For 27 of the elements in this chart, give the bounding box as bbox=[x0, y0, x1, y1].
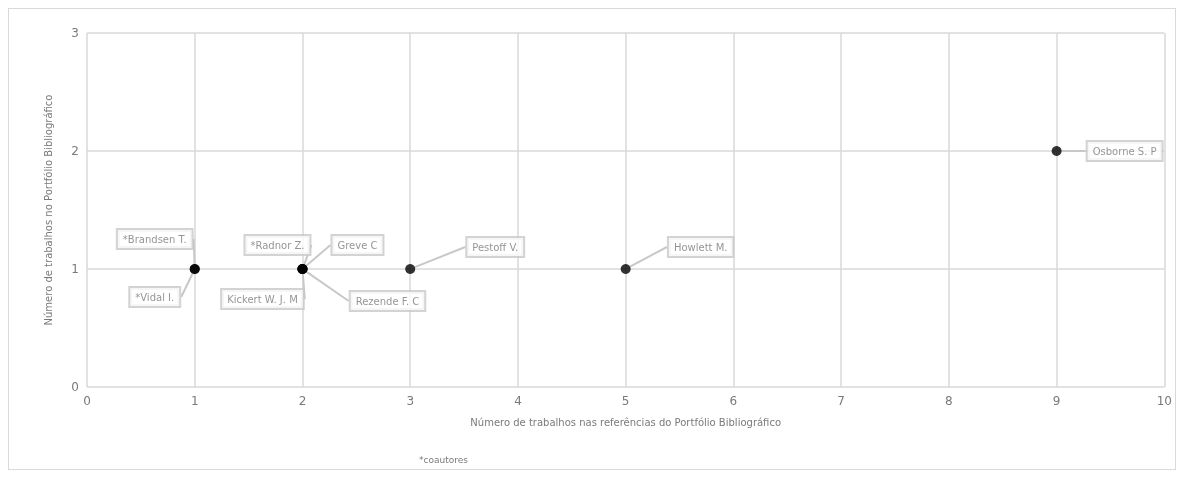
x-tick-label: 7 bbox=[837, 394, 845, 408]
y-tick-label: 3 bbox=[71, 26, 79, 40]
data-label: Greve C bbox=[337, 239, 378, 251]
y-tick-label: 2 bbox=[71, 144, 79, 158]
text: *coautores bbox=[419, 454, 469, 465]
x-tick-label: 9 bbox=[1052, 394, 1061, 408]
x-tick-label: 2 bbox=[298, 394, 307, 408]
data-label: *Vidal I. bbox=[135, 291, 175, 303]
x-tick-label: 4 bbox=[514, 394, 522, 408]
data-label: Pestoff V. bbox=[472, 241, 519, 253]
x-tick-label: 0 bbox=[83, 394, 91, 408]
x-tick-label: 6 bbox=[729, 394, 738, 408]
x-tick-label: 1 bbox=[190, 394, 199, 408]
data-label: Howlett M. bbox=[673, 241, 728, 253]
data-label: Kickert W. J. M bbox=[227, 293, 298, 305]
data-label: *Radnor Z. bbox=[250, 239, 305, 251]
x-tick-label: 3 bbox=[406, 394, 415, 408]
y-axis-title: Número de trabalhos no Portfólio Bibliográfico bbox=[42, 94, 54, 326]
data-label: Rezende F. C bbox=[355, 295, 420, 307]
x-axis-title: Número de trabalhos nas referências do Portfólio Bibliográfico bbox=[470, 416, 782, 428]
x-tick-label: 5 bbox=[621, 394, 630, 408]
y-tick-label: 1 bbox=[71, 262, 79, 276]
y-tick-label: 0 bbox=[71, 380, 79, 394]
data-label: Osborne S. P bbox=[1092, 145, 1157, 157]
x-tick-label: 8 bbox=[945, 394, 953, 408]
x-tick-label: 10 bbox=[1156, 394, 1173, 408]
data-label: *Brandsen T. bbox=[122, 233, 187, 245]
